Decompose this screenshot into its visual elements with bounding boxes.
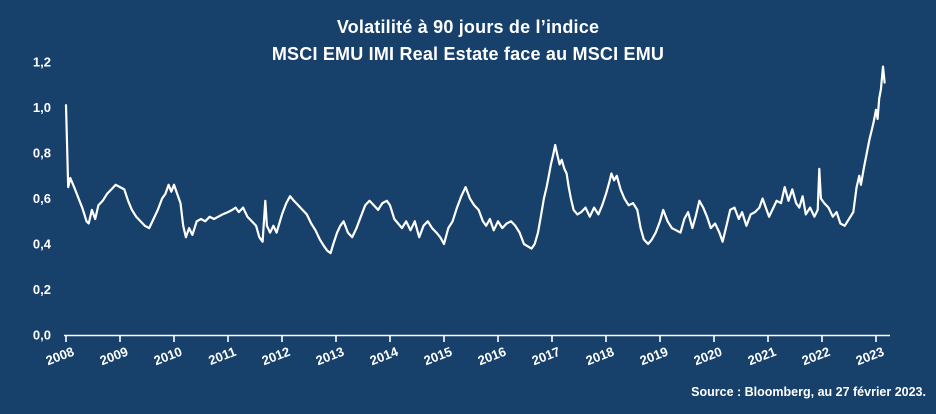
x-axis-label: 2017 xyxy=(530,344,562,368)
x-axis-label: 2012 xyxy=(260,344,292,368)
y-axis-label: 0,8 xyxy=(33,146,51,161)
x-axis-label: 2021 xyxy=(746,344,778,368)
chart-title-line2: MSCI EMU IMI Real Estate face au MSCI EM… xyxy=(271,44,665,64)
y-axis-label: 0,4 xyxy=(33,237,52,252)
x-axis-label: 2010 xyxy=(152,344,184,368)
volatility-series-line xyxy=(64,65,886,255)
y-axis-label: 1,0 xyxy=(33,100,51,115)
x-axis-label: 2022 xyxy=(800,344,832,368)
source-caption: Source : Bloomberg, au 27 février 2023. xyxy=(691,385,926,399)
x-axis-label: 2009 xyxy=(98,344,130,368)
x-axis-label: 2008 xyxy=(44,344,76,368)
x-axis-label: 2020 xyxy=(692,344,724,368)
y-axis-label: 1,2 xyxy=(33,55,51,70)
y-axis-label: 0,2 xyxy=(33,282,51,297)
y-axis-label: 0,6 xyxy=(33,191,51,206)
x-axis-label: 2014 xyxy=(368,344,401,369)
x-axis-label: 2015 xyxy=(422,344,454,368)
x-axis-label: 2016 xyxy=(476,344,508,368)
x-axis-label: 2019 xyxy=(638,344,670,368)
x-axis-label: 2011 xyxy=(206,344,238,368)
x-axis-label: 2013 xyxy=(314,344,346,368)
x-axis-label: 2018 xyxy=(584,344,616,368)
y-axis-label: 0,0 xyxy=(33,328,51,343)
chart-title-line1: Volatilité à 90 jours de l’indice xyxy=(336,17,600,37)
chart-title: Volatilité à 90 jours de l’indice MSCI E… xyxy=(0,14,936,68)
x-axis-label: 2023 xyxy=(854,344,886,368)
